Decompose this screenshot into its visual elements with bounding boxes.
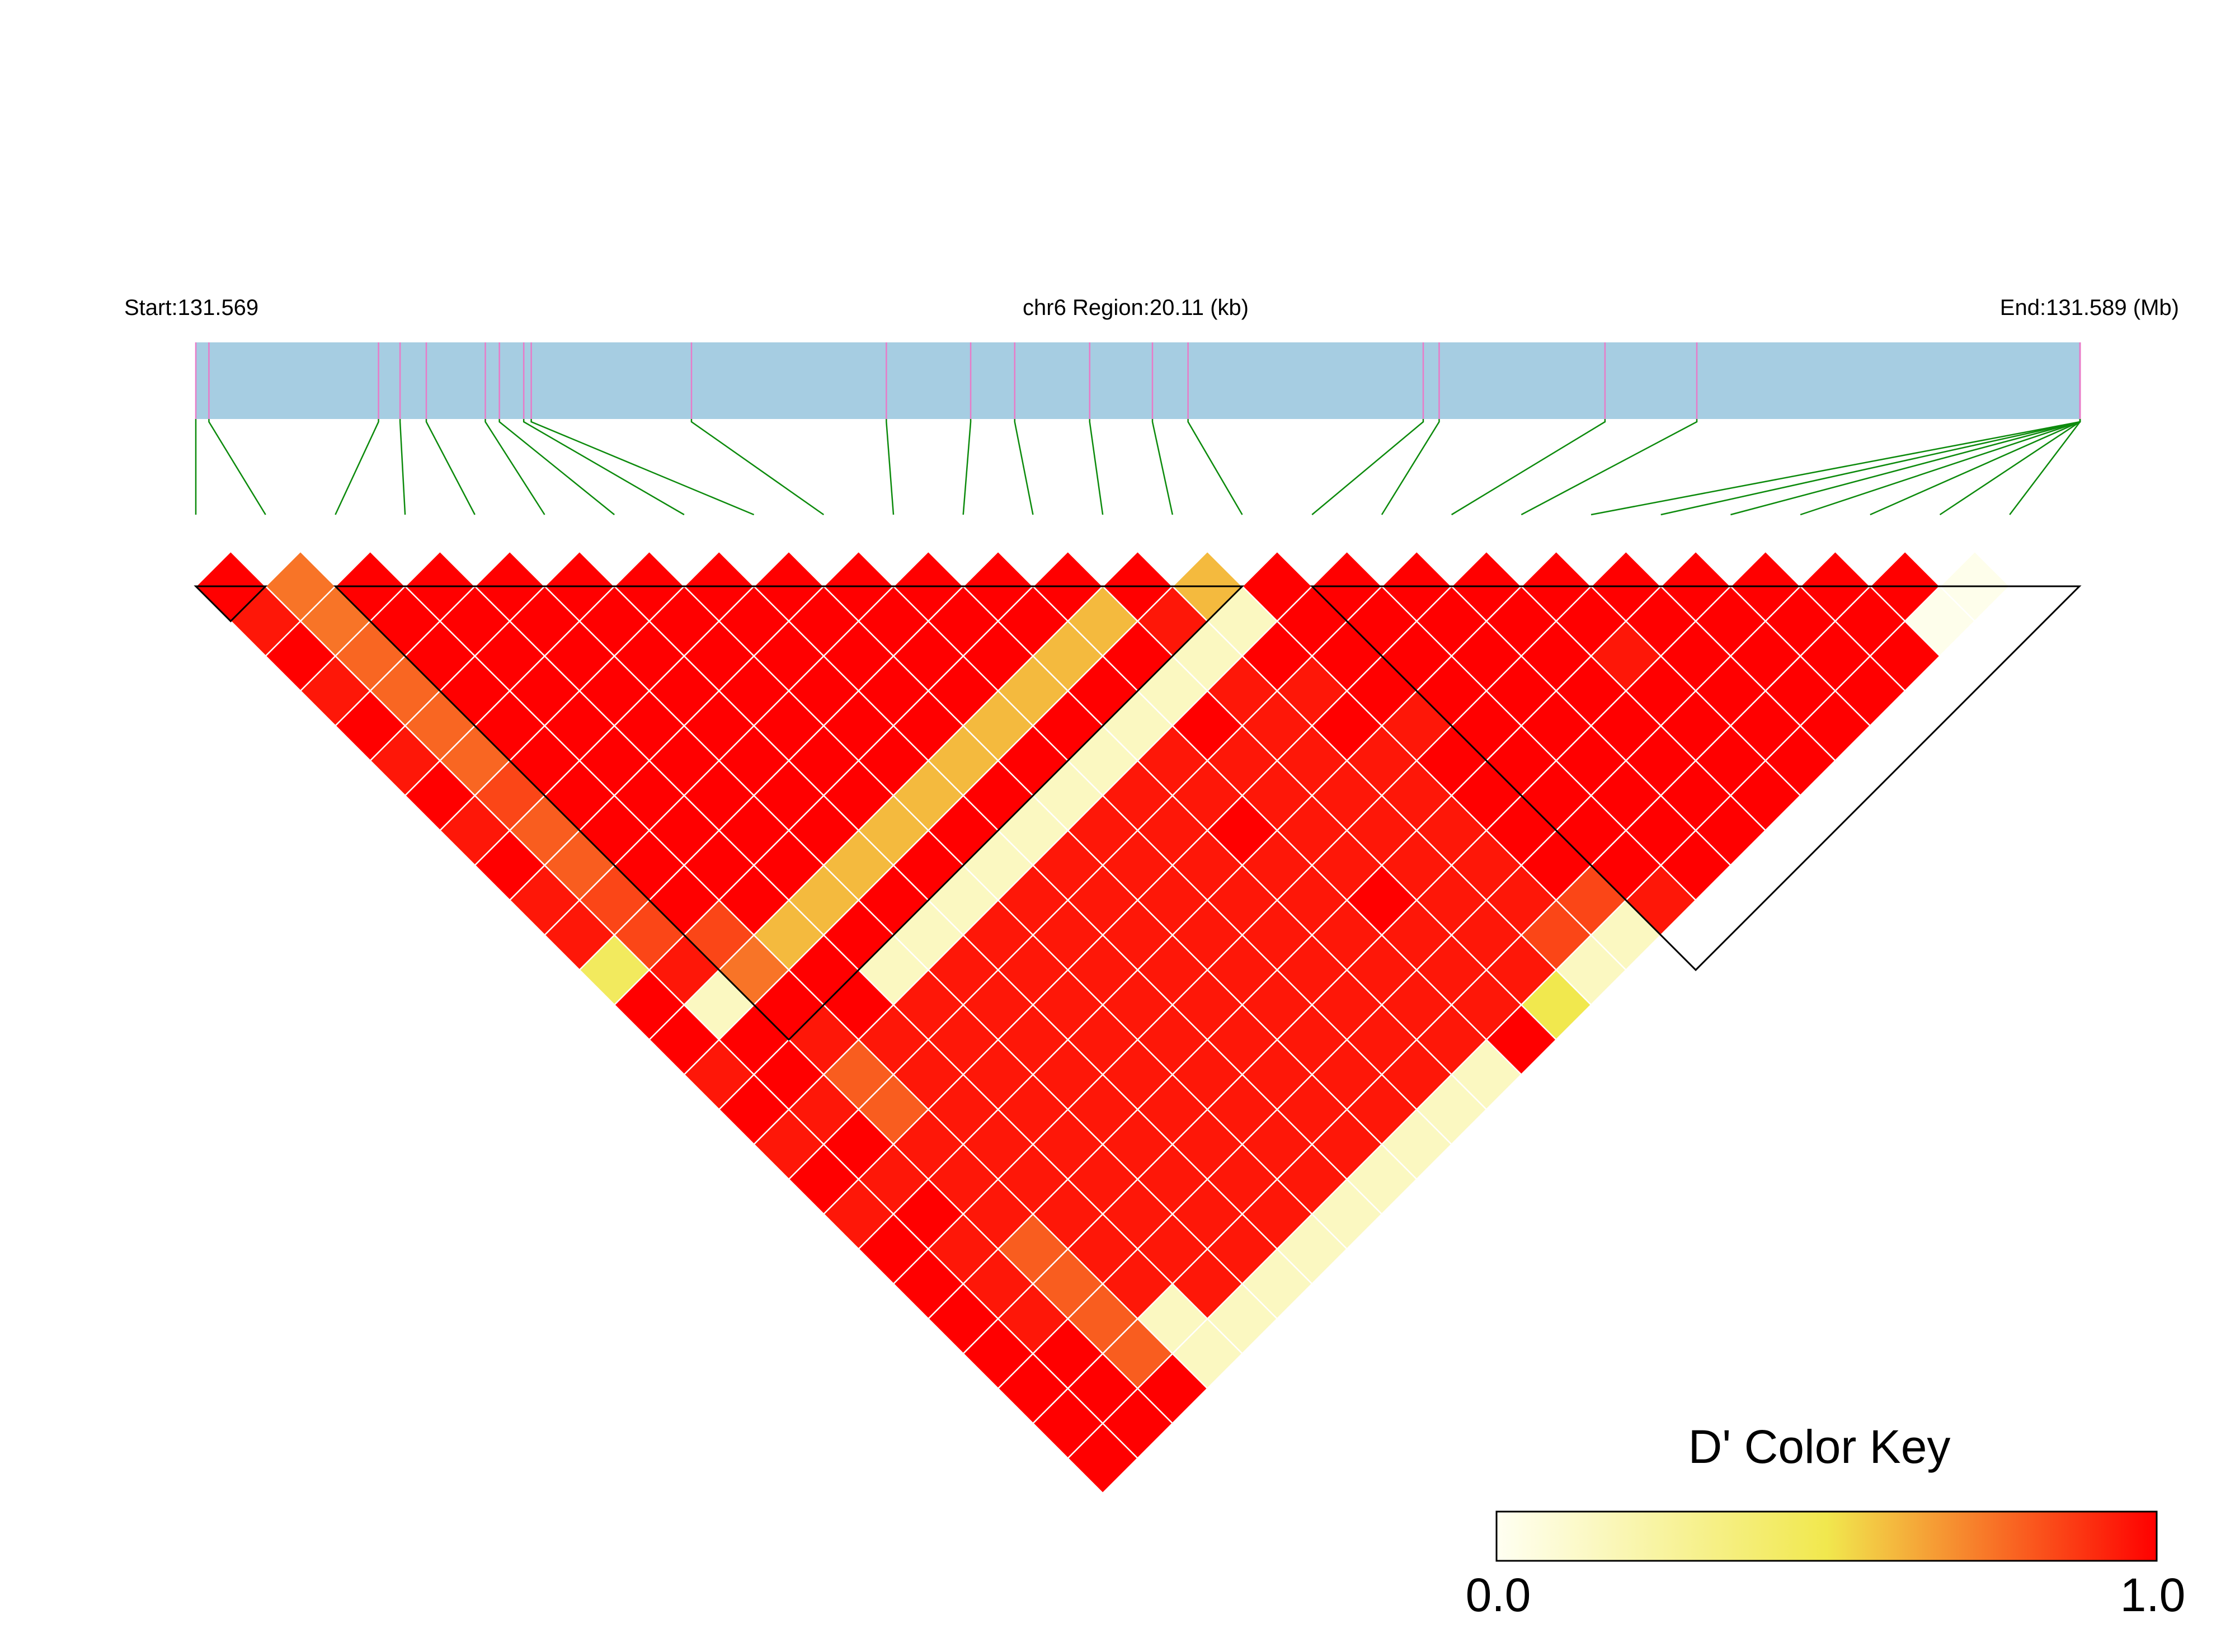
- snp-marker-line: [425, 419, 476, 515]
- region-start-label: Start:131.569: [124, 295, 258, 320]
- color-key-max-label: 1.0: [2120, 1569, 2186, 1621]
- color-key-gradient-bar: [1495, 1510, 2158, 1562]
- snp-marker-line: [498, 419, 615, 515]
- snp-marker-line: [886, 419, 895, 515]
- region-title: chr6 Region:20.11 (kb): [1023, 295, 1249, 320]
- snp-marker-line: [399, 419, 406, 515]
- snp-marker-line: [962, 419, 972, 515]
- snp-marker-lines: [195, 419, 2081, 516]
- ld-block-outline: [333, 585, 1245, 1041]
- snp-marker-line: [1870, 419, 2081, 516]
- snp-marker-line: [1311, 419, 1424, 515]
- snp-marker-line: [1451, 419, 1606, 516]
- snp-marker-line: [208, 419, 266, 515]
- ld-heatmap-cells: [195, 550, 2011, 1494]
- color-key-title: D' Color Key: [1688, 1420, 1951, 1473]
- snp-marker-line: [1187, 419, 1243, 515]
- snp-marker-line: [690, 419, 825, 516]
- snp-marker-line: [2009, 419, 2081, 515]
- snp-marker-line: [1014, 419, 1034, 515]
- ld-block-outline: [194, 585, 268, 623]
- ld-cell: [1066, 1422, 1139, 1494]
- color-key-min-label: 0.0: [1466, 1569, 1531, 1621]
- region-end-label: End:131.589 (Mb): [2000, 295, 2179, 320]
- snp-marker-line: [523, 419, 685, 516]
- snp-marker-line: [484, 419, 545, 515]
- ld-block-outline: [1310, 585, 2082, 971]
- snp-marker-line: [1151, 419, 1174, 515]
- snp-marker-line: [1089, 419, 1104, 515]
- snp-marker-line: [1939, 419, 2081, 516]
- snp-marker-line: [335, 419, 379, 515]
- chromosome-region-track: [196, 342, 2080, 419]
- snp-marker-line: [1591, 419, 2081, 516]
- ld-block-outlines: [194, 585, 2082, 1041]
- snp-marker-line: [1381, 419, 1440, 515]
- snp-marker-line: [1521, 419, 1698, 516]
- snp-position-ticks: [195, 342, 2081, 419]
- snp-marker-line: [530, 419, 755, 516]
